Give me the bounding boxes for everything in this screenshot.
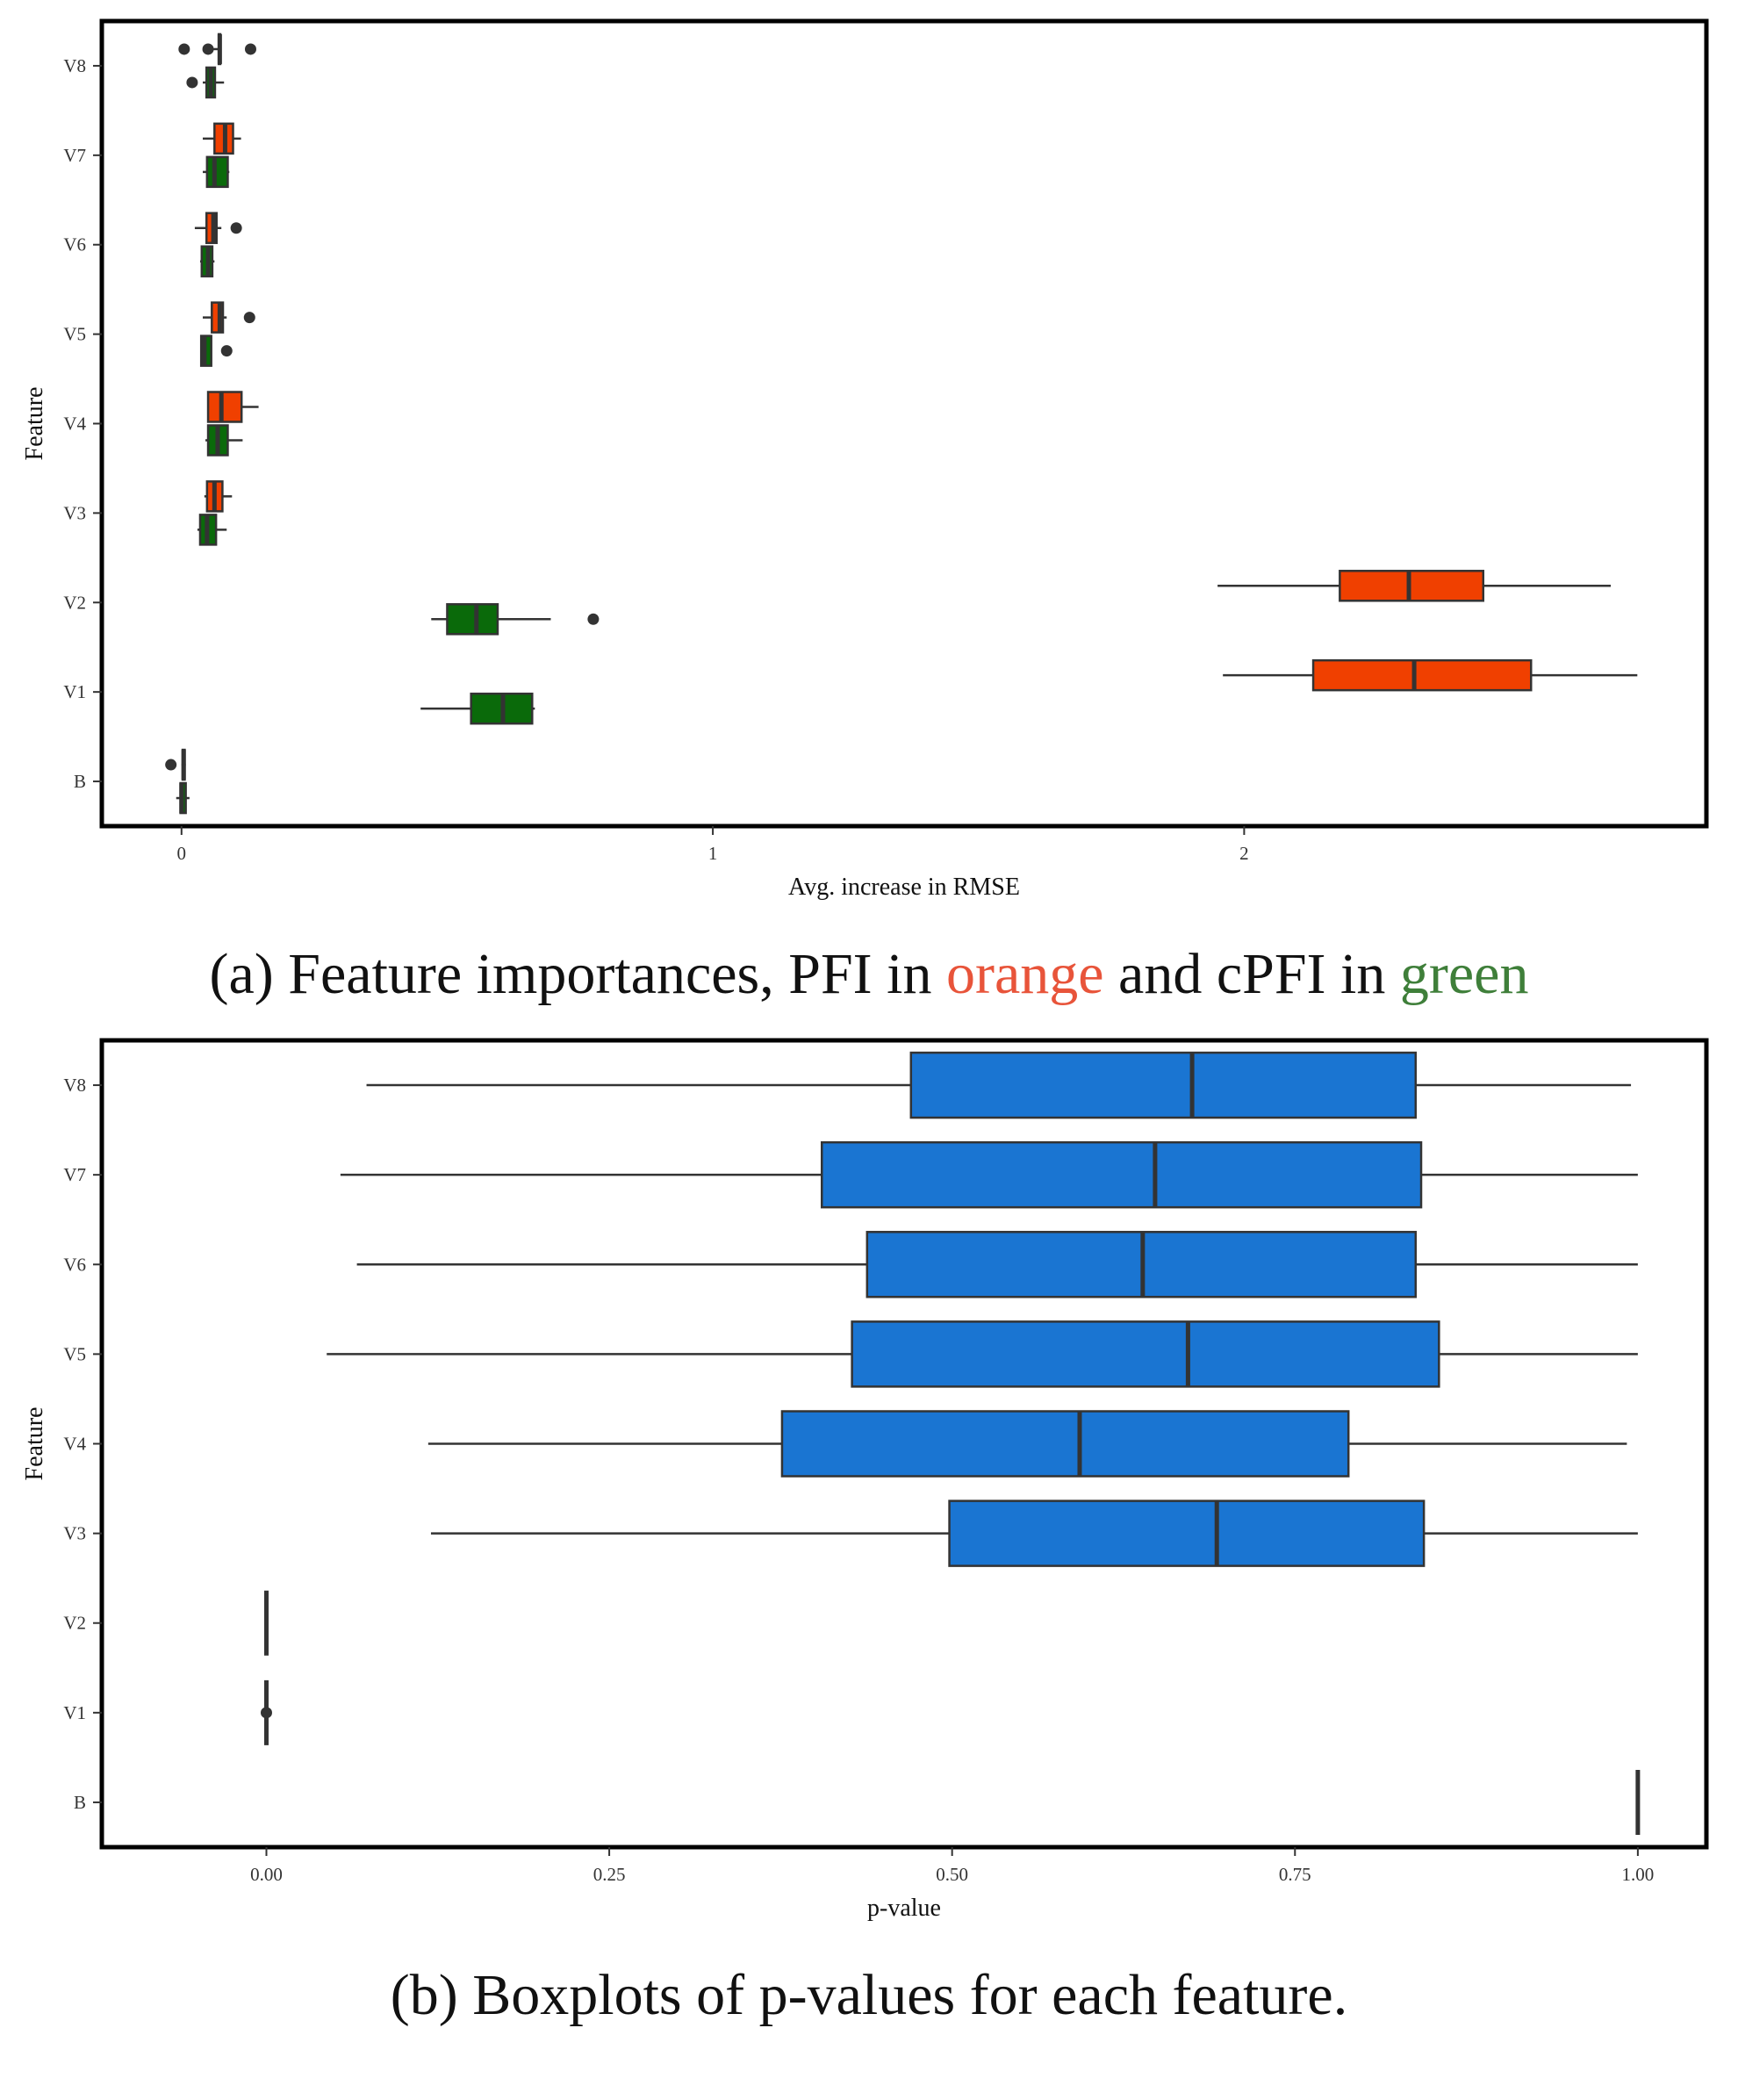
y-tick-label: V7 bbox=[63, 1164, 86, 1185]
panel-a: V8 V7 V6 V5 V4 V3 V2 V1 B 0 1 2 Avg. increase in RMS… bbox=[0, 0, 1738, 913]
outlier-point bbox=[244, 43, 256, 55]
x-tick-label: 1 bbox=[708, 843, 718, 864]
outlier-point bbox=[587, 613, 600, 625]
outlier-point bbox=[230, 222, 242, 234]
caption-a-orange-word: orange bbox=[945, 942, 1104, 1006]
panel-b: V8 V7 V6 V5 V4 V3 V2 V1 B 0.00 0.25 0.50 0.75 1.00 p-v… bbox=[0, 1018, 1738, 1940]
chart-a-rmse-boxplot: V8 V7 V6 V5 V4 V3 V2 V1 B 0 1 2 Avg. increase in RMS… bbox=[21, 18, 1709, 901]
box bbox=[851, 1320, 1440, 1388]
y-tick-label: V2 bbox=[63, 592, 86, 613]
y-tick-label: B bbox=[74, 771, 86, 792]
outlier-point bbox=[220, 345, 233, 357]
outlier-point bbox=[243, 312, 255, 324]
caption-a-middle: and cPFI in bbox=[1103, 942, 1400, 1006]
y-tick-label: V3 bbox=[63, 502, 86, 523]
y-tick-label: V1 bbox=[63, 681, 86, 702]
y-tick-label: V8 bbox=[63, 1075, 86, 1096]
box bbox=[948, 1499, 1426, 1567]
y-tick-label: V6 bbox=[63, 1254, 86, 1275]
caption-b-text: (b) Boxplots of p-values for each featur… bbox=[390, 1963, 1348, 2027]
outlier-point bbox=[178, 43, 190, 55]
box bbox=[205, 155, 229, 189]
y-axis-title: Feature bbox=[21, 387, 48, 461]
chart-b-pvalue-boxplot: V8 V7 V6 V5 V4 V3 V2 V1 B 0.00 0.25 0.50 0.75 1.00 p-v… bbox=[21, 1038, 1709, 1922]
caption-b: (b) Boxplots of p-values for each featur… bbox=[0, 1962, 1738, 2029]
box bbox=[1339, 570, 1485, 602]
plot-frame bbox=[99, 18, 1709, 829]
x-tick-label: 0.00 bbox=[250, 1864, 283, 1885]
box bbox=[909, 1051, 1418, 1119]
y-tick-label: V2 bbox=[63, 1613, 86, 1634]
y-tick-label: V4 bbox=[63, 414, 86, 435]
box bbox=[1311, 658, 1533, 692]
y-tick-label: V6 bbox=[63, 234, 86, 255]
x-tick-label: 1.00 bbox=[1622, 1864, 1655, 1885]
outlier-point bbox=[165, 759, 177, 771]
box bbox=[780, 1410, 1350, 1478]
y-tick-label: B bbox=[74, 1792, 86, 1813]
box bbox=[446, 603, 499, 636]
x-tick-label: 0.25 bbox=[593, 1864, 626, 1885]
x-tick-label: 0 bbox=[177, 843, 187, 864]
y-tick-label: V5 bbox=[63, 1343, 86, 1364]
y-axis-title: Feature bbox=[21, 1407, 48, 1481]
outlier-point bbox=[202, 43, 214, 55]
x-tick-label: 0.75 bbox=[1279, 1864, 1311, 1885]
y-tick-label: V8 bbox=[63, 55, 86, 76]
outlier-point bbox=[186, 76, 198, 89]
y-tick-label: V4 bbox=[63, 1434, 86, 1455]
outlier-point bbox=[260, 1707, 272, 1719]
y-tick-label: V7 bbox=[63, 145, 86, 166]
x-axis-title: p-value bbox=[867, 1895, 941, 1922]
x-axis-title: Avg. increase in RMSE bbox=[788, 874, 1020, 901]
y-tick-label: V5 bbox=[63, 324, 86, 345]
y-tick-label: V1 bbox=[63, 1702, 86, 1723]
x-tick-label: 2 bbox=[1239, 843, 1249, 864]
caption-a: (a) Feature importances, PFI in orange a… bbox=[0, 941, 1738, 1008]
box bbox=[206, 391, 243, 423]
box bbox=[821, 1140, 1423, 1209]
caption-a-prefix: (a) Feature importances, PFI in bbox=[209, 942, 946, 1006]
y-tick-label: V3 bbox=[63, 1523, 86, 1544]
caption-a-green-word: green bbox=[1399, 942, 1529, 1006]
x-tick-label: 0.50 bbox=[936, 1864, 968, 1885]
